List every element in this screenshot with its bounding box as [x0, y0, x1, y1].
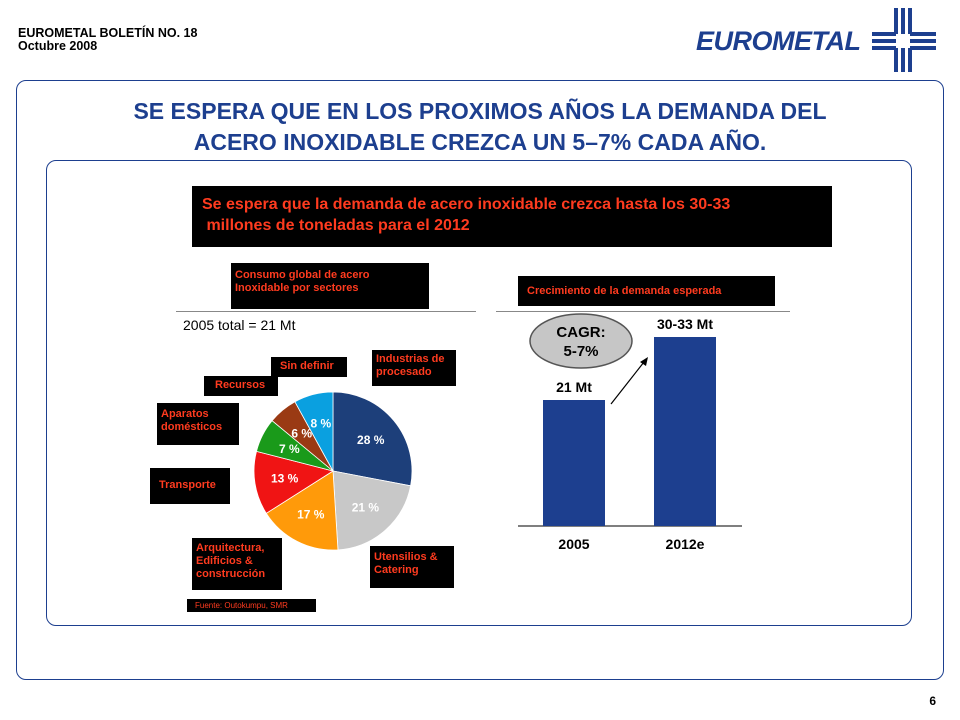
logo-wordmark: EUROMETAL [696, 26, 861, 56]
source-note: Fuente: Outokumpu, SMR [187, 599, 316, 612]
banner-line2: millones de toneladas para el 2012 [202, 217, 470, 234]
banner-line1: Se espera que la demanda de acero inoxid… [202, 196, 731, 213]
label-aparatos: Aparatos domésticos [157, 403, 239, 445]
pie-header-rule [176, 311, 476, 312]
bar-chart-header: Crecimiento de la demanda esperada [518, 276, 775, 306]
slide-title-line2: ACERO INOXIDABLE CREZCA UN 5–7% CADA AÑO… [193, 129, 767, 155]
pie-total: 2005 total = 21 Mt [183, 317, 296, 333]
bulletin-header: EUROMETAL BOLETÍN NO. 18 Octubre 2008 [18, 27, 197, 53]
bulletin-date: Octubre 2008 [18, 39, 98, 53]
page-number: 6 [929, 694, 936, 708]
pie-chart-header: Consumo global de acero Inoxidable por s… [231, 263, 429, 309]
label-industrias: Industrias de procesado [372, 350, 456, 386]
content-panel [46, 160, 912, 626]
label-transporte: Transporte [150, 468, 230, 504]
label-utensilios: Utensilios & Catering [370, 546, 454, 588]
highlight-banner: Se espera que la demanda de acero inoxid… [192, 186, 832, 247]
label-arquitectura: Arquitectura, Edificios & construcción [192, 538, 282, 590]
bulletin-title: EUROMETAL BOLETÍN NO. 18 [18, 26, 198, 40]
bar-header-rule [496, 311, 790, 312]
label-sin-definir: Sin definir [271, 357, 347, 377]
label-recursos: Recursos [204, 376, 278, 396]
eurometal-logo: EUROMETAL [696, 6, 942, 74]
logo-cross-icon [872, 8, 936, 72]
slide-title: SE ESPERA QUE EN LOS PROXIMOS AÑOS LA DE… [40, 96, 920, 158]
slide-frame [16, 80, 944, 680]
slide-title-line1: SE ESPERA QUE EN LOS PROXIMOS AÑOS LA DE… [133, 98, 827, 124]
